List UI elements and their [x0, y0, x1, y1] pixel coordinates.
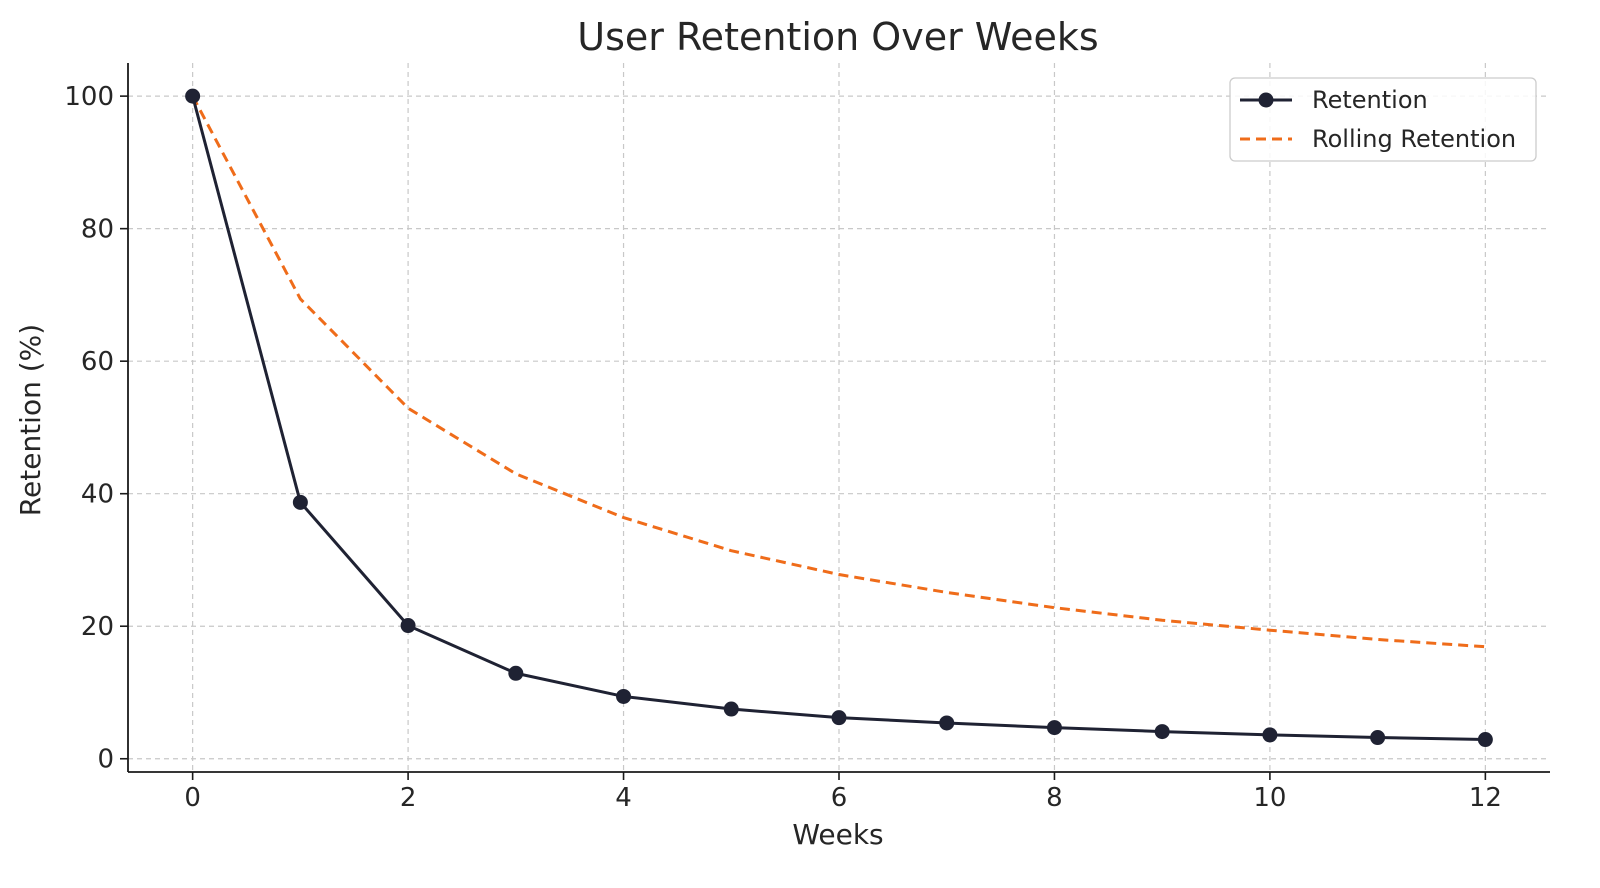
- y-tick-label: 40: [81, 480, 114, 510]
- y-axis-label: Retention (%): [14, 324, 47, 516]
- y-tick-label: 0: [97, 745, 114, 775]
- x-tick-label: 0: [184, 783, 201, 813]
- legend-label-rolling-retention: Rolling Retention: [1312, 125, 1516, 153]
- data-point-retention: [1477, 732, 1493, 748]
- data-point-retention: [831, 710, 847, 726]
- series-line-rolling-retention: [191, 95, 1486, 649]
- legend-marker-retention: [1258, 92, 1274, 108]
- x-axis-label: Weeks: [792, 818, 883, 851]
- legend: Retention Rolling Retention: [1229, 77, 1537, 162]
- y-tick-label: 80: [81, 215, 114, 245]
- series-layer: [185, 88, 1493, 748]
- legend-box: [1229, 77, 1537, 162]
- x-tick-label: 6: [831, 783, 848, 813]
- data-point-retention: [1262, 727, 1278, 743]
- data-point-retention: [616, 688, 632, 704]
- chart-title: User Retention Over Weeks: [577, 15, 1098, 59]
- data-point-retention: [1046, 720, 1062, 736]
- data-point-retention: [1370, 730, 1386, 746]
- data-point-retention: [508, 665, 524, 681]
- x-tick-label: 2: [400, 783, 417, 813]
- y-tick-label: 20: [81, 612, 114, 642]
- y-tick-label: 60: [81, 347, 114, 377]
- y-tick-label: 100: [64, 82, 114, 112]
- x-tick-label: 12: [1469, 783, 1502, 813]
- data-point-retention: [939, 715, 955, 731]
- data-point-retention: [1154, 724, 1170, 740]
- legend-label-retention: Retention: [1312, 86, 1428, 114]
- x-tick-label: 8: [1046, 783, 1063, 813]
- data-point-retention: [400, 618, 416, 634]
- data-point-retention: [292, 494, 308, 510]
- y-axis-ticks: 0 20 40 60 80 100: [64, 82, 128, 775]
- data-point-retention: [185, 88, 201, 104]
- x-tick-label: 4: [615, 783, 632, 813]
- grid: [128, 63, 1550, 772]
- data-point-retention: [723, 701, 739, 717]
- x-axis-ticks: 0 2 4 6 8 10 12: [184, 772, 1502, 813]
- x-tick-label: 10: [1253, 783, 1286, 813]
